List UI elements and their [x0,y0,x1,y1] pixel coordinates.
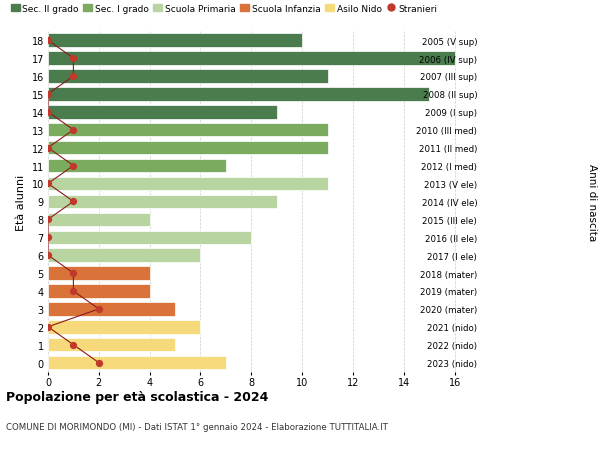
Point [68,73,78,80]
Bar [48,267,149,280]
Bar [48,159,226,173]
Point [43,234,53,241]
Bar [48,356,226,369]
Point [94,306,104,313]
Point [43,91,53,98]
Point [43,109,53,116]
Point [68,198,78,206]
Bar [48,124,328,137]
Point [68,288,78,295]
Bar [48,195,277,209]
Point [68,341,78,349]
Bar [48,249,200,262]
Point [43,324,53,331]
Y-axis label: Età alunni: Età alunni [16,174,26,230]
Point [43,252,53,259]
Point [43,180,53,188]
Bar [48,302,175,316]
Bar [48,285,149,298]
Bar [48,338,175,352]
Bar [48,88,429,101]
Bar [48,177,328,191]
Text: Popolazione per età scolastica - 2024: Popolazione per età scolastica - 2024 [6,390,268,403]
Point [43,37,53,45]
Bar [48,52,455,66]
Bar [48,70,328,84]
Bar [48,231,251,244]
Bar [48,34,302,48]
Bar [48,106,277,119]
Bar [48,213,149,227]
Point [68,127,78,134]
Point [68,162,78,170]
Bar [48,320,200,334]
Point [43,145,53,152]
Point [68,270,78,277]
Point [68,55,78,62]
Point [43,216,53,224]
Bar [48,142,328,155]
Point [94,359,104,367]
Text: Anni di nascita: Anni di nascita [587,163,597,241]
Text: COMUNE DI MORIMONDO (MI) - Dati ISTAT 1° gennaio 2024 - Elaborazione TUTTITALIA.: COMUNE DI MORIMONDO (MI) - Dati ISTAT 1°… [6,422,388,431]
Legend: Sec. II grado, Sec. I grado, Scuola Primaria, Scuola Infanzia, Asilo Nido, Stran: Sec. II grado, Sec. I grado, Scuola Prim… [11,5,437,13]
